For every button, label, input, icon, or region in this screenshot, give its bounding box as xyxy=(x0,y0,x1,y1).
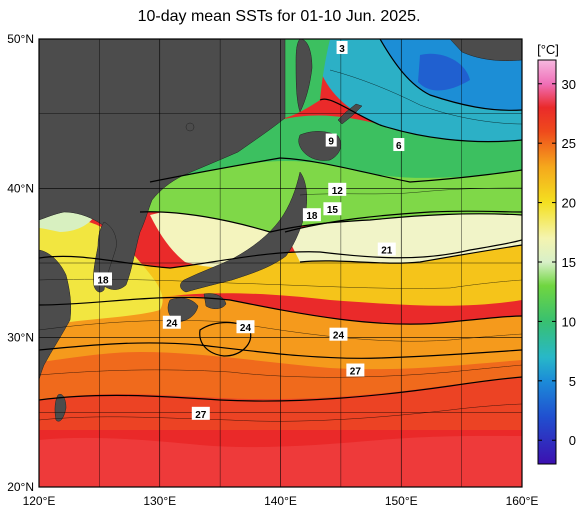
contour-label: 6 xyxy=(393,138,405,152)
small-island xyxy=(185,122,195,132)
colorbar: [°C] 30 25 20 15 10 5 0 xyxy=(537,42,576,465)
contour-label: 12 xyxy=(328,182,347,197)
colorbar-tick-label: 10 xyxy=(562,314,576,329)
svg-text:15: 15 xyxy=(327,205,339,216)
svg-text:9: 9 xyxy=(328,137,334,148)
map-frame xyxy=(38,38,523,488)
contour-label: 18 xyxy=(302,208,321,222)
latitude-label: 50°N xyxy=(7,32,34,46)
contour-label: 27 xyxy=(346,363,365,378)
svg-text:27: 27 xyxy=(350,367,362,378)
sakhalin xyxy=(295,39,313,113)
map-title: 10-day mean SSTs for 01-10 Jun. 2025. xyxy=(137,8,421,25)
isotherm-contours xyxy=(39,39,522,402)
contour-label: 24 xyxy=(162,315,181,330)
contour-value-labels: 6 9 12 15 18 21 18 24 24 24 27 27 3 xyxy=(93,40,405,421)
latitude-label: 30°N xyxy=(7,331,34,345)
colorbar-tick-label: 30 xyxy=(562,77,576,92)
longitude-label: 150°E xyxy=(385,494,418,508)
contour-label: 15 xyxy=(323,202,342,216)
svg-text:24: 24 xyxy=(240,323,252,334)
longitude-label: 140°E xyxy=(264,494,297,508)
contour-label: 24 xyxy=(236,320,255,334)
contour-label: 9 xyxy=(325,133,337,148)
latitude-label: 40°N xyxy=(7,181,34,195)
contour-label: 18 xyxy=(93,272,112,286)
latitude-label: 20°N xyxy=(7,480,34,494)
kuril-islands xyxy=(337,103,363,125)
colorbar-tick-label: 25 xyxy=(562,136,576,151)
taiwan xyxy=(54,394,67,422)
contour-label: 21 xyxy=(377,242,396,257)
contour-label: 27 xyxy=(191,406,210,421)
contour-label: 24 xyxy=(329,327,348,342)
longitude-label: 160°E xyxy=(506,494,539,508)
china-coast xyxy=(39,249,72,381)
svg-text:18: 18 xyxy=(306,211,318,222)
svg-text:6: 6 xyxy=(396,141,402,152)
svg-text:24: 24 xyxy=(333,331,345,342)
svg-text:21: 21 xyxy=(381,246,393,257)
longitude-axis: 120°E 130°E 140°E 150°E 160°E xyxy=(23,494,539,508)
colorbar-unit-label: [°C] xyxy=(537,42,559,57)
latitude-axis: 50°N 40°N 30°N 20°N xyxy=(7,32,34,494)
asia-mainland xyxy=(39,39,286,290)
svg-text:18: 18 xyxy=(97,275,109,286)
contour-label: 3 xyxy=(336,40,348,55)
svg-text:24: 24 xyxy=(166,319,178,330)
colorbar-tick-label: 5 xyxy=(569,374,576,389)
longitude-label: 120°E xyxy=(23,494,56,508)
svg-text:3: 3 xyxy=(339,44,345,55)
svg-text:27: 27 xyxy=(195,410,207,421)
colorbar-tick-label: 0 xyxy=(569,433,576,448)
shikoku xyxy=(203,293,227,309)
colorbar-tick-label: 20 xyxy=(562,196,576,211)
longitude-label: 130°E xyxy=(143,494,176,508)
honshu xyxy=(180,171,307,293)
svg-text:12: 12 xyxy=(332,186,344,197)
colorbar-tick-label: 15 xyxy=(562,255,576,270)
